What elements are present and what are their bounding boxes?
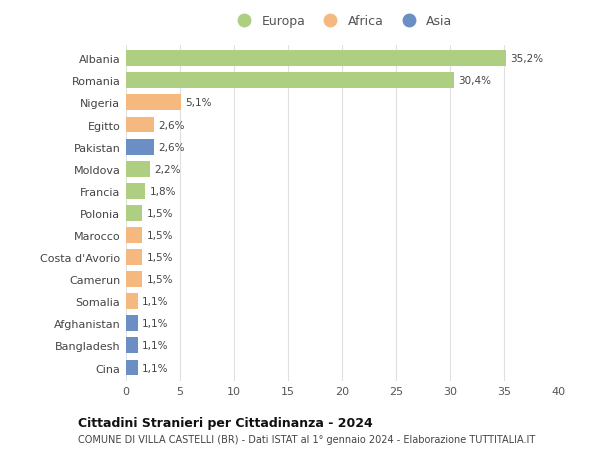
Bar [126, 51, 506, 67]
Bar [126, 294, 138, 309]
Text: COMUNE DI VILLA CASTELLI (BR) - Dati ISTAT al 1° gennaio 2024 - Elaborazione TUT: COMUNE DI VILLA CASTELLI (BR) - Dati IST… [78, 434, 535, 443]
Text: 2,6%: 2,6% [158, 142, 185, 152]
Text: 1,1%: 1,1% [142, 319, 169, 329]
Text: 1,1%: 1,1% [142, 297, 169, 307]
Text: 1,5%: 1,5% [146, 208, 173, 218]
Bar [126, 95, 181, 111]
Text: 1,5%: 1,5% [146, 230, 173, 241]
Bar [126, 206, 142, 221]
Bar [126, 250, 142, 265]
Text: Cittadini Stranieri per Cittadinanza - 2024: Cittadini Stranieri per Cittadinanza - 2… [78, 416, 373, 429]
Text: 1,5%: 1,5% [146, 252, 173, 263]
Legend: Europa, Africa, Asia: Europa, Africa, Asia [232, 15, 452, 28]
Bar [126, 140, 154, 155]
Bar [126, 228, 142, 243]
Bar [126, 162, 150, 177]
Text: 30,4%: 30,4% [458, 76, 491, 86]
Text: 1,8%: 1,8% [150, 186, 176, 196]
Bar [126, 73, 454, 89]
Text: 5,1%: 5,1% [185, 98, 212, 108]
Text: 1,1%: 1,1% [142, 341, 169, 351]
Text: 2,6%: 2,6% [158, 120, 185, 130]
Bar [126, 272, 142, 287]
Bar [126, 316, 138, 331]
Bar [126, 360, 138, 375]
Bar [126, 118, 154, 133]
Bar [126, 184, 145, 199]
Text: 2,2%: 2,2% [154, 164, 181, 174]
Bar [126, 338, 138, 353]
Text: 35,2%: 35,2% [511, 54, 544, 64]
Text: 1,1%: 1,1% [142, 363, 169, 373]
Text: 1,5%: 1,5% [146, 274, 173, 285]
